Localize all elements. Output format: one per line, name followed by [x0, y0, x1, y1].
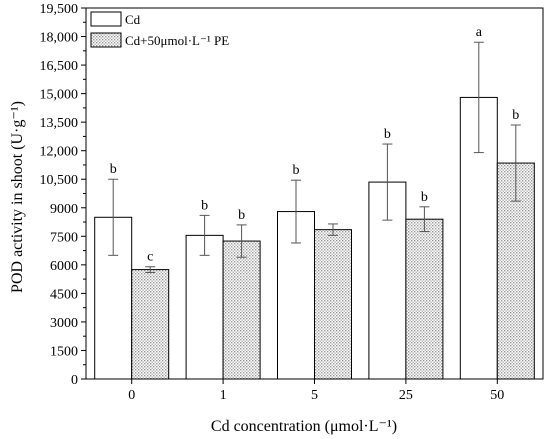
bar-series2-25	[405, 218, 444, 380]
x-tick-label-25: 25	[399, 388, 413, 403]
bar-series2-5	[314, 229, 352, 380]
error-bar-series2-5	[328, 223, 338, 236]
error-bar-series1-1	[199, 214, 210, 256]
legend-label-series2: Cd+50μmol·L⁻¹ PE	[125, 33, 229, 48]
y-tick-label-1500: 1500	[50, 344, 78, 359]
error-bar-series2-25	[419, 206, 430, 233]
significance-label-series2-25: b	[421, 190, 428, 205]
error-bar-series1-50	[473, 41, 484, 154]
significance-labels-layer: b c b b b b b a b	[110, 25, 520, 265]
significance-label-series1-25: b	[384, 127, 391, 142]
bar-series1-1	[185, 234, 224, 380]
bar-series2-0	[131, 269, 170, 380]
x-tick-label-0: 0	[128, 388, 135, 403]
y-tick-label-12000: 12,000	[40, 145, 79, 160]
legend-label-series1: Cd	[125, 12, 141, 27]
legend: Cd Cd+50μmol·L⁻¹ PE	[90, 11, 229, 48]
y-tick-label-18000: 18,000	[40, 31, 79, 46]
legend-swatch-series2	[90, 32, 122, 48]
bar-series2-1	[222, 240, 261, 380]
axes-layer: 0 1 5 25 50 0 1500 3000 4500 6000 7500 9000 10,500 12…	[40, 2, 505, 403]
x-tick-label-50: 50	[490, 388, 504, 403]
significance-label-series1-50: a	[476, 25, 483, 40]
y-tick-label-0: 0	[71, 373, 78, 388]
y-tick-label-13500: 13,500	[40, 116, 79, 131]
error-bar-series1-0	[108, 178, 119, 256]
y-tick-label-7500: 7500	[50, 230, 78, 245]
x-tick-label-1: 1	[220, 388, 227, 403]
y-tick-label-3000: 3000	[50, 316, 78, 331]
bars-layer	[94, 96, 535, 380]
error-bar-series2-50	[510, 124, 521, 202]
significance-label-series1-1: b	[201, 198, 208, 213]
y-tick-label-15000: 15,000	[40, 88, 79, 103]
error-bars-layer	[108, 41, 521, 273]
x-tick-label-5: 5	[311, 388, 318, 403]
y-tick-label-10500: 10,500	[40, 173, 79, 188]
y-tick-label-16500: 16,500	[40, 59, 79, 74]
y-tick-label-6000: 6000	[50, 259, 78, 274]
error-bar-series2-0	[145, 266, 156, 273]
significance-label-series1-5: b	[293, 163, 300, 178]
significance-label-series2-50: b	[512, 108, 519, 123]
legend-swatch-series1	[90, 11, 122, 27]
x-axis-title: Cd concentration (μmol·L⁻¹)	[211, 418, 397, 435]
y-axis-title: POD activity in shoot (U·g⁻¹)	[9, 101, 26, 293]
significance-label-series2-1: b	[238, 208, 245, 223]
y-tick-label-4500: 4500	[50, 287, 78, 302]
significance-label-series2-0: c	[147, 250, 153, 265]
y-tick-label-9000: 9000	[50, 202, 78, 217]
bar-series2-50	[496, 162, 535, 380]
error-bar-series2-1	[236, 224, 247, 258]
significance-label-series1-0: b	[110, 162, 117, 177]
y-tick-label-19500: 19,500	[40, 2, 79, 17]
error-bar-series1-5	[291, 179, 301, 244]
error-bar-series1-25	[382, 143, 393, 221]
